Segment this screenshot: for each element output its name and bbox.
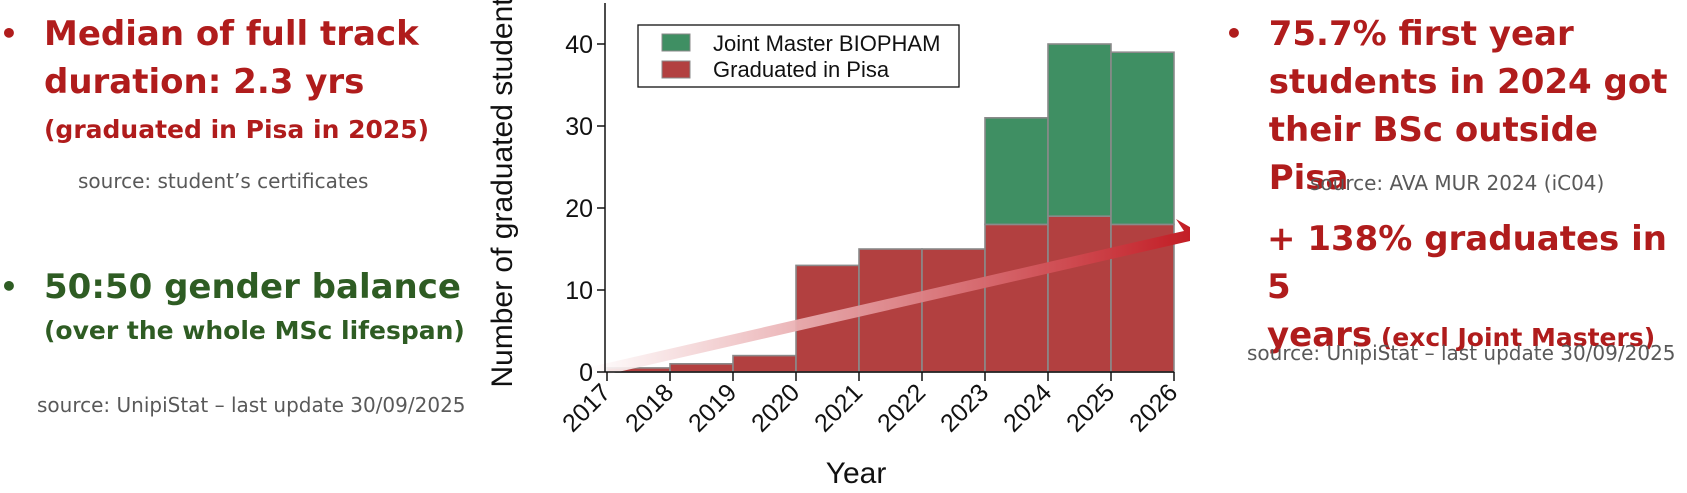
x-tick-label-2019: 2019	[683, 378, 742, 437]
y-tick-label-0: 0	[579, 359, 593, 387]
trend-arrow	[586, 219, 1190, 375]
bar-pisa-2018	[669, 362, 734, 373]
x-tick-label-2017: 2017	[557, 378, 616, 437]
x-tick-label-2021: 2021	[809, 378, 868, 437]
x-tick-label-2020: 2020	[746, 378, 805, 437]
bar-joint-2024	[1047, 43, 1112, 217]
x-tick-label-2026: 2026	[1124, 378, 1183, 437]
bsc-source: source: AVA MUR 2024 (iC04)	[1310, 171, 1605, 195]
gender-source: source: UnipiStat – last update 30/09/20…	[37, 393, 466, 417]
x-axis-title: Year	[826, 457, 887, 490]
bullet-icon: •	[0, 17, 18, 50]
right-point-bsc: • 75.7% first year students in 2024 got …	[1225, 10, 1687, 202]
bsc-line-3: their BSc outside Pisa	[1268, 110, 1599, 198]
y-tick-label-40: 40	[565, 31, 593, 59]
duration-source: source: student’s certificates	[78, 169, 369, 193]
gender-line-1: 50:50 gender balance	[44, 267, 461, 307]
growth-line-1: + 138% graduates in 5	[1267, 219, 1667, 307]
legend-swatch-pisa	[661, 60, 691, 79]
y-axis-title: Number of graduated students	[490, 0, 519, 388]
bar-pisa-2024	[1047, 215, 1112, 373]
y-tick-label-10: 10	[565, 277, 593, 305]
growth-line-2: years (excl Joint Masters)	[1267, 311, 1687, 365]
bsc-line-1: 75.7% first year	[1268, 14, 1574, 54]
duration-line-3: (graduated in Pisa in 2025)	[44, 115, 430, 144]
bar-joint-2023	[984, 117, 1049, 226]
left-point-duration: • Median of full track duration: 2.3 yrs…	[0, 10, 429, 154]
left-point-gender: • 50:50 gender balance (over the whole M…	[0, 263, 465, 351]
right-point-growth: + 138% graduates in 5 years (excl Joint …	[1267, 215, 1687, 365]
x-tick-label-2025: 2025	[1061, 378, 1120, 437]
x-tick-label-2022: 2022	[872, 378, 931, 437]
legend-label-joint: Joint Master BIOPHAM	[713, 31, 940, 56]
legend-swatch-joint	[661, 33, 691, 52]
bullet-icon: •	[0, 270, 18, 303]
duration-line-2: duration: 2.3 yrs	[44, 62, 365, 102]
growth-source: source: UnipiStat – last update 30/09/20…	[1247, 341, 1676, 365]
bar-joint-2025	[1110, 51, 1175, 226]
growth-note: (excl Joint Masters)	[1372, 323, 1656, 352]
bsc-line-2: students in 2024 got	[1268, 62, 1668, 102]
duration-line-1: Median of full track	[44, 14, 419, 54]
legend-box	[637, 24, 960, 88]
bar-pisa-2023	[984, 223, 1049, 373]
legend: Joint Master BIOPHAM Graduated in Pisa	[637, 24, 960, 88]
gender-line-2: (over the whole MSc lifespan)	[44, 316, 465, 345]
bar-pisa-2022	[921, 248, 986, 373]
x-tick-label-2018: 2018	[620, 378, 679, 437]
y-tick-label-30: 30	[565, 113, 593, 141]
x-tick-label-2024: 2024	[998, 378, 1057, 437]
legend-label-pisa: Graduated in Pisa	[713, 57, 890, 82]
bullet-icon: •	[1225, 17, 1243, 50]
y-tick-label-20: 20	[565, 195, 593, 223]
x-tick-label-2023: 2023	[935, 378, 994, 437]
growth-years: years	[1267, 315, 1373, 355]
bar-pisa-2019	[732, 354, 797, 373]
